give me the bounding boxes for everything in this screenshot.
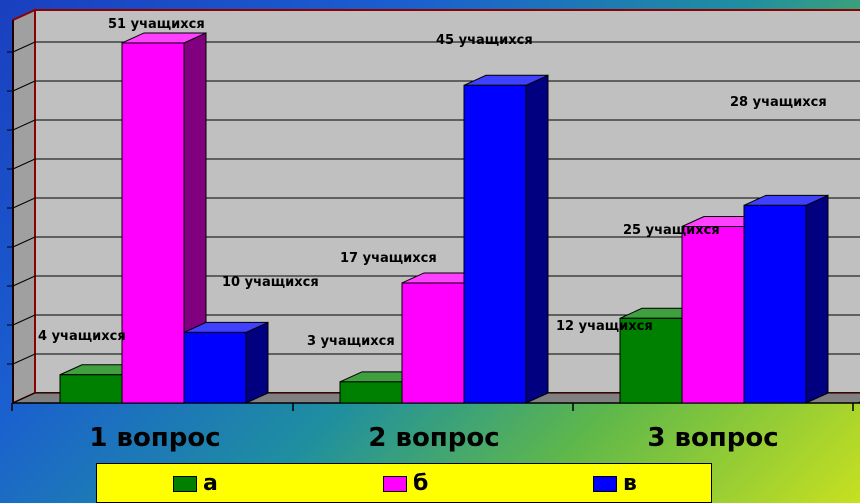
bar-front — [59, 374, 123, 404]
bar-side — [525, 74, 549, 404]
legend-swatch-c — [593, 476, 617, 492]
bar-2-1 — [463, 74, 549, 404]
legend-swatch-b — [383, 476, 407, 492]
legend-swatch-a — [173, 476, 197, 492]
bars — [59, 32, 829, 404]
bar-2-0 — [183, 321, 269, 404]
gridline-side — [12, 119, 36, 131]
legend: а б в — [96, 463, 712, 503]
gridline-side — [12, 197, 36, 209]
legend-label-b: б — [413, 471, 429, 496]
legend-item-b: б — [383, 472, 428, 496]
bar-2-2 — [743, 194, 829, 404]
bar-side — [805, 194, 829, 404]
data-label-2-1: 45 учащихся — [436, 33, 533, 48]
legend-item-a: а — [173, 472, 218, 496]
category-label-1: 2 вопрос — [368, 423, 499, 453]
gridline-side — [12, 314, 36, 326]
bar-front — [743, 204, 807, 404]
gridline-side — [12, 41, 36, 53]
bar-front — [183, 331, 247, 404]
data-label-0-0: 4 учащихся — [38, 329, 126, 344]
labels: 4 учащихся 51 учащихся 10 учащихся 1 вопрос… — [38, 17, 827, 453]
data-label-2-0: 10 учащихся — [222, 275, 319, 290]
category-label-0: 1 вопрос — [89, 423, 220, 453]
data-label-2-2: 28 учащихся — [730, 95, 827, 110]
data-label-0-2: 12 учащихся — [556, 319, 653, 334]
data-label-1-1: 17 учащихся — [340, 251, 437, 266]
gridline-side — [12, 275, 36, 287]
data-label-1-2: 25 учащихся — [623, 223, 720, 238]
bar-front — [339, 381, 403, 404]
category-label-2: 3 вопрос — [647, 423, 778, 453]
bar-front — [401, 282, 465, 404]
bar-front — [619, 317, 683, 404]
bar-front — [463, 84, 527, 404]
bar-front — [681, 226, 745, 404]
gridline-side — [12, 80, 36, 92]
gridline-side — [12, 236, 36, 248]
data-label-0-1: 3 учащихся — [307, 334, 395, 349]
bar-front — [121, 42, 185, 404]
legend-label-a: а — [203, 471, 218, 496]
legend-item-c: в — [593, 472, 637, 496]
bar-side — [245, 321, 269, 404]
bar-1-0 — [121, 32, 207, 404]
gridline-side — [12, 353, 36, 365]
legend-label-c: в — [623, 471, 637, 496]
gridline-side — [12, 158, 36, 170]
data-label-1-0: 51 учащихся — [108, 17, 205, 32]
